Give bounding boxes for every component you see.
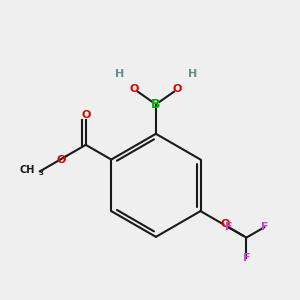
Text: F: F	[243, 253, 250, 263]
Text: F: F	[260, 222, 268, 232]
Text: H: H	[188, 69, 197, 80]
Text: H: H	[115, 69, 124, 80]
Text: O: O	[173, 84, 182, 94]
Text: CH: CH	[20, 165, 35, 175]
Text: O: O	[220, 219, 230, 229]
Text: B: B	[151, 98, 160, 111]
Text: O: O	[130, 84, 139, 94]
Text: F: F	[225, 222, 232, 232]
Text: O: O	[56, 155, 66, 165]
Text: O: O	[81, 110, 91, 119]
Text: 3: 3	[38, 170, 43, 176]
